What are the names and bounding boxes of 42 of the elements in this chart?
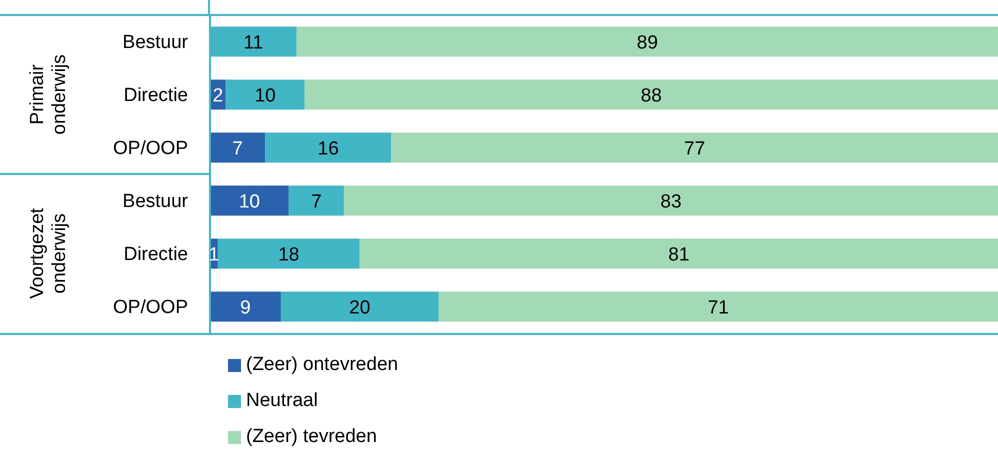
bar <box>210 292 281 322</box>
bar <box>210 186 289 216</box>
bar <box>296 26 998 57</box>
data-label: 10 <box>254 85 276 106</box>
bar <box>210 132 266 163</box>
data-label: 16 <box>318 138 339 160</box>
data-label: 7 <box>232 138 243 160</box>
legend-label: Neutraal <box>246 389 318 413</box>
data-label: 9 <box>240 297 251 318</box>
data-label: 11 <box>243 32 264 54</box>
legend-label: (Zeer) tevreden <box>246 425 377 449</box>
data-label: 1 <box>208 244 220 266</box>
bar <box>304 80 998 110</box>
data-label: 77 <box>684 138 706 160</box>
data-label: 89 <box>636 32 658 54</box>
data-label: 71 <box>708 297 729 318</box>
bar <box>265 132 392 163</box>
data-label: 88 <box>640 85 662 106</box>
legend-label: (Zeer) ontevreden <box>246 353 398 377</box>
bar <box>438 292 998 322</box>
data-label: 10 <box>238 191 260 212</box>
data-label: 2 <box>212 85 224 106</box>
text: Primair onderwijs <box>27 54 70 135</box>
y-tick-label: Bestuur <box>122 32 189 54</box>
text: Voortgezet onderwijs <box>27 207 70 299</box>
bar <box>218 238 360 269</box>
y-tick-label: Directie <box>124 85 188 106</box>
data-label: 83 <box>660 191 682 212</box>
data-label: 18 <box>278 244 300 266</box>
data-label: 81 <box>668 244 690 266</box>
data-label: 20 <box>349 297 370 318</box>
y-tick-label: Bestuur <box>122 191 189 212</box>
data-label: 7 <box>311 191 322 212</box>
bar <box>226 80 305 110</box>
bar <box>344 186 998 216</box>
bar <box>288 186 344 216</box>
y-tick-label: OP/OOP <box>113 138 188 160</box>
y-tick-label: OP/OOP <box>113 297 188 318</box>
y-tick-label: Directie <box>124 244 188 266</box>
bar <box>280 292 439 322</box>
bar <box>360 238 998 269</box>
bar <box>391 132 998 163</box>
